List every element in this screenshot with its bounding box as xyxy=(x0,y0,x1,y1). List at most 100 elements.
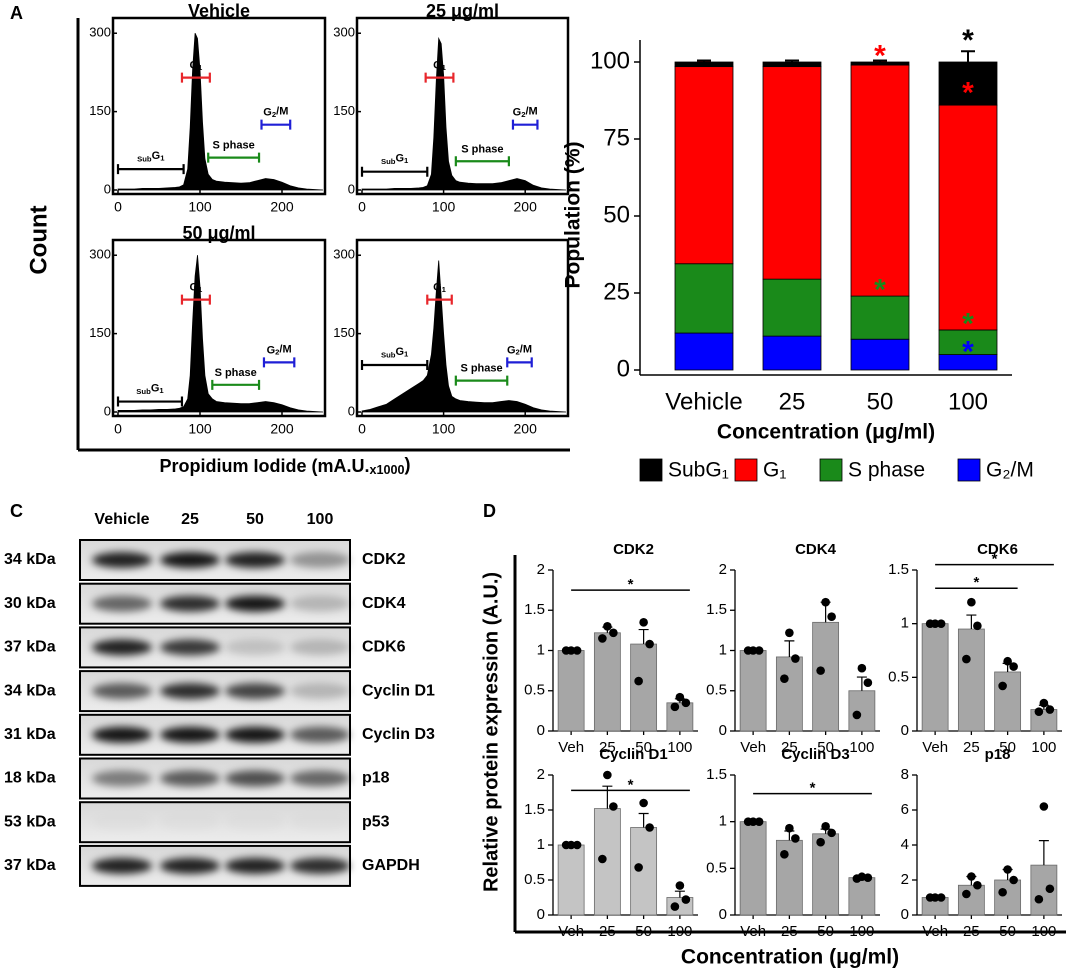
y-tick-label: 150 xyxy=(89,103,111,118)
annotation: * xyxy=(962,335,974,368)
gate-label: G1 xyxy=(189,60,203,72)
size-label: 37 kDa xyxy=(4,857,56,874)
y-tick-label: 1.5 xyxy=(524,601,545,618)
label-part: 1 xyxy=(160,153,165,162)
data-point xyxy=(973,621,982,631)
data-point xyxy=(816,837,825,847)
label-part: 1 xyxy=(442,285,447,294)
bar-segment xyxy=(674,66,734,265)
blot-band xyxy=(290,726,350,743)
gate-label: G2/M xyxy=(507,343,532,356)
size-label: 53 kDa xyxy=(4,813,56,830)
data-point xyxy=(634,863,643,872)
data-point xyxy=(609,802,618,811)
y-tick-label: 0 xyxy=(537,906,545,923)
label-part: /M xyxy=(276,106,288,118)
blot-band xyxy=(290,770,350,787)
label-part: G xyxy=(151,382,160,394)
bar xyxy=(775,656,803,732)
label-part: 1 xyxy=(442,63,447,72)
chart-title: Cyclin D1 xyxy=(599,746,667,763)
x-tick-label: 0 xyxy=(114,421,122,437)
x-tick-label: 100 xyxy=(432,421,456,437)
label-part: 1 xyxy=(159,386,164,395)
blot-band xyxy=(290,857,350,874)
plot-frame xyxy=(355,238,570,418)
label-part: /M xyxy=(279,343,291,355)
x-tick-label: 100 xyxy=(188,421,212,437)
gate xyxy=(426,294,453,305)
lane-label: 100 xyxy=(307,511,334,528)
blot-band xyxy=(225,814,285,830)
y-tick-label: 0.5 xyxy=(524,682,545,699)
blot-band xyxy=(225,857,285,874)
data-point xyxy=(645,639,654,649)
data-point xyxy=(603,622,612,631)
blot-band xyxy=(225,726,285,743)
x-tick-label: 100 xyxy=(948,388,988,415)
y-tick-label: 1 xyxy=(719,641,727,658)
legend-label: SubG₁ xyxy=(668,459,729,482)
bar xyxy=(630,827,658,916)
plot-frame xyxy=(111,16,327,196)
lane-label: 50 xyxy=(246,511,264,528)
error-bar xyxy=(873,59,887,62)
error-bar xyxy=(785,59,799,62)
gate xyxy=(260,119,292,130)
bar-segment xyxy=(938,104,998,331)
chart-title: 25 μg/ml xyxy=(426,1,499,21)
y-axis-label: Population (%) xyxy=(562,142,585,289)
gate xyxy=(262,357,296,368)
x-tick-label: 50 xyxy=(999,739,1016,756)
protein-label: CDK4 xyxy=(362,595,406,612)
data-point xyxy=(639,618,648,627)
x-tick-label: 0 xyxy=(358,199,366,215)
data-point xyxy=(1034,707,1044,716)
error-bar xyxy=(856,676,867,691)
error-bar xyxy=(674,890,685,898)
legend-swatch xyxy=(957,458,981,482)
data-point xyxy=(791,834,800,843)
data-point xyxy=(821,597,830,607)
data-point xyxy=(1009,875,1018,885)
label-part: ) xyxy=(405,454,411,474)
error-bar xyxy=(638,628,649,645)
gate xyxy=(360,166,429,177)
gate-label: SubG1 xyxy=(381,346,409,359)
label-part: 1 xyxy=(198,63,203,72)
size-label: 37 kDa xyxy=(4,639,56,656)
protein-label: GAPDH xyxy=(362,857,420,874)
panel-label: D xyxy=(483,501,496,521)
y-tick-label: 2 xyxy=(537,766,545,783)
label-part: S phase xyxy=(215,367,257,379)
y-axis-label: Count xyxy=(25,205,52,274)
gate xyxy=(424,72,455,83)
gate xyxy=(180,294,211,305)
annotation: * xyxy=(962,308,974,341)
plot-frame xyxy=(355,16,570,196)
data-point xyxy=(598,634,607,643)
gate-label: G1 xyxy=(189,282,203,294)
x-tick-label: Veh xyxy=(740,739,766,756)
y-tick-label: 0.5 xyxy=(706,859,727,876)
y-axis-label: Relative protein expression (A.U.) xyxy=(480,572,502,892)
data-point xyxy=(973,880,982,890)
label-part: Propidium Iodide (mA.U. xyxy=(159,456,369,476)
blot-band xyxy=(290,552,350,568)
protein-label: Cyclin D3 xyxy=(362,726,435,743)
label-part: G xyxy=(395,153,404,165)
y-tick-label: 0 xyxy=(901,722,909,739)
lane-label: 25 xyxy=(181,511,199,528)
data-point xyxy=(936,619,946,628)
data-point xyxy=(785,628,794,638)
data-point xyxy=(1009,662,1018,671)
y-tick-label: 6 xyxy=(901,801,909,818)
blot-band xyxy=(160,857,220,874)
bar-segment xyxy=(762,61,822,68)
bar xyxy=(739,821,767,916)
x-tick-label: 0 xyxy=(358,421,366,437)
blot-band xyxy=(225,639,285,656)
data-point xyxy=(925,893,935,902)
y-tick-label: 4 xyxy=(901,836,909,853)
